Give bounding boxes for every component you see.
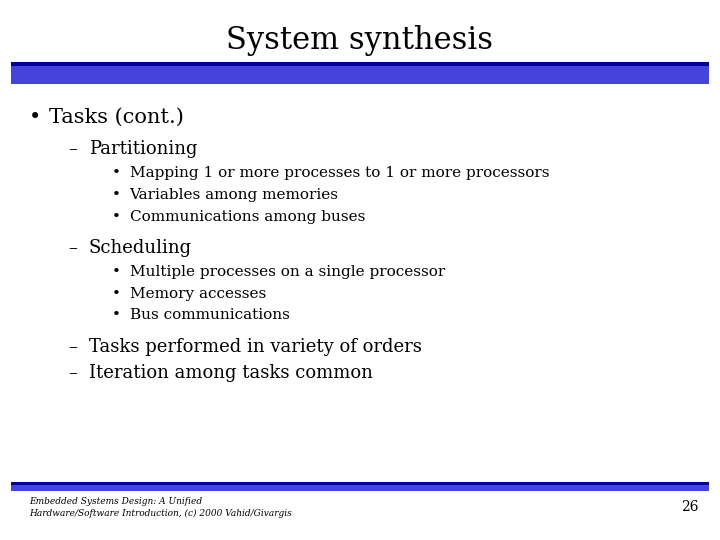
Text: Bus communications: Bus communications (130, 308, 289, 322)
Text: Scheduling: Scheduling (89, 239, 192, 257)
Text: Embedded Systems Design: A Unified: Embedded Systems Design: A Unified (29, 497, 202, 506)
Text: –: – (68, 364, 77, 382)
Text: •: • (112, 265, 120, 279)
Text: Variables among memories: Variables among memories (130, 188, 338, 202)
Text: Iteration among tasks common: Iteration among tasks common (89, 364, 372, 382)
Text: System synthesis: System synthesis (227, 25, 493, 56)
Text: •: • (112, 188, 120, 202)
Text: –: – (68, 140, 77, 158)
Bar (11, 62, 709, 66)
Text: •: • (112, 287, 120, 301)
Text: Partitioning: Partitioning (89, 140, 197, 158)
Text: •: • (112, 166, 120, 180)
Text: 26: 26 (681, 500, 698, 514)
Text: –: – (68, 338, 77, 356)
Text: Multiple processes on a single processor: Multiple processes on a single processor (130, 265, 445, 279)
Text: Tasks performed in variety of orders: Tasks performed in variety of orders (89, 338, 421, 356)
Text: Communications among buses: Communications among buses (130, 210, 365, 224)
Bar (11, 66, 709, 84)
Text: –: – (68, 239, 77, 257)
Text: •: • (112, 210, 120, 224)
Bar (11, 482, 709, 485)
Text: •: • (112, 308, 120, 322)
Text: •: • (29, 108, 41, 127)
Text: Tasks (cont.): Tasks (cont.) (49, 108, 184, 127)
Bar (11, 485, 709, 491)
Text: Memory accesses: Memory accesses (130, 287, 266, 301)
Text: Mapping 1 or more processes to 1 or more processors: Mapping 1 or more processes to 1 or more… (130, 166, 549, 180)
Text: Hardware/Software Introduction, (c) 2000 Vahid/Givargis: Hardware/Software Introduction, (c) 2000… (29, 509, 292, 518)
